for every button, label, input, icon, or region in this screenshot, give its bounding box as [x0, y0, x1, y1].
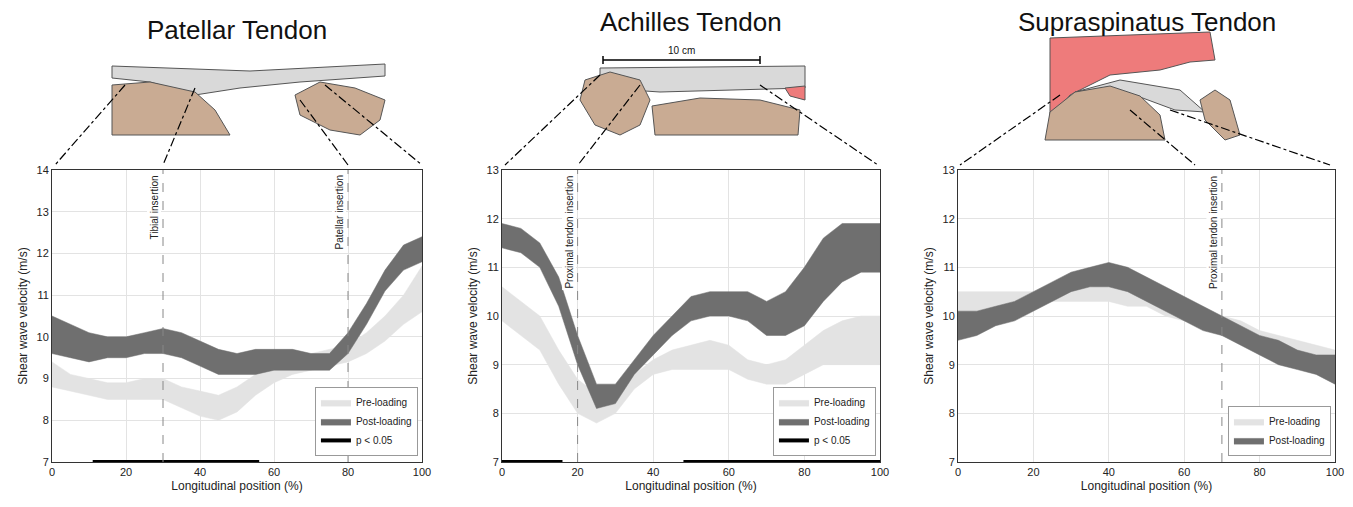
- svg-text:12: 12: [487, 213, 499, 225]
- svg-text:Achilles Tendon: Achilles Tendon: [600, 7, 782, 37]
- svg-text:11: 11: [943, 261, 954, 273]
- svg-text:Longitudinal position (%): Longitudinal position (%): [625, 479, 756, 493]
- svg-text:11: 11: [37, 289, 48, 301]
- svg-text:7: 7: [949, 456, 955, 468]
- svg-text:8: 8: [43, 414, 49, 426]
- svg-text:40: 40: [1103, 466, 1115, 478]
- svg-text:7: 7: [43, 456, 49, 468]
- svg-text:Shear wave velocity (m/s): Shear wave velocity (m/s): [466, 247, 480, 384]
- svg-text:10: 10: [37, 331, 49, 343]
- svg-text:9: 9: [493, 359, 499, 371]
- svg-text:Proximal tendon insertion: Proximal tendon insertion: [564, 176, 575, 289]
- svg-text:60: 60: [723, 466, 735, 478]
- svg-text:Patellar insertion: Patellar insertion: [334, 175, 345, 249]
- svg-text:Longitudinal position (%): Longitudinal position (%): [1081, 479, 1212, 493]
- svg-text:60: 60: [1178, 466, 1190, 478]
- svg-text:Shear wave velocity (m/s): Shear wave velocity (m/s): [922, 247, 936, 384]
- svg-text:0: 0: [955, 466, 961, 478]
- svg-text:Tibial insertion: Tibial insertion: [149, 175, 160, 239]
- svg-text:11: 11: [487, 261, 498, 273]
- svg-text:Longitudinal position (%): Longitudinal position (%): [171, 479, 302, 493]
- svg-text:40: 40: [647, 466, 659, 478]
- svg-text:p < 0.05: p < 0.05: [356, 435, 393, 446]
- svg-text:8: 8: [493, 407, 499, 419]
- svg-text:0: 0: [49, 466, 55, 478]
- svg-text:100: 100: [413, 466, 431, 478]
- svg-text:7: 7: [493, 456, 499, 468]
- svg-text:0: 0: [499, 466, 505, 478]
- svg-text:12: 12: [37, 247, 49, 259]
- svg-text:10 cm: 10 cm: [668, 45, 695, 56]
- svg-text:80: 80: [342, 466, 354, 478]
- svg-text:Patellar Tendon: Patellar Tendon: [147, 15, 327, 45]
- svg-text:100: 100: [871, 466, 889, 478]
- svg-text:12: 12: [943, 213, 955, 225]
- svg-text:10: 10: [487, 310, 499, 322]
- svg-text:Post-loading: Post-loading: [1269, 435, 1325, 446]
- svg-text:Proximal tendon insertion: Proximal tendon insertion: [1208, 176, 1219, 289]
- svg-text:Shear wave velocity (m/s): Shear wave velocity (m/s): [16, 247, 30, 384]
- svg-text:40: 40: [194, 466, 206, 478]
- svg-text:10: 10: [943, 310, 955, 322]
- svg-text:13: 13: [943, 164, 955, 176]
- svg-text:Pre-loading: Pre-loading: [1269, 416, 1320, 427]
- svg-text:100: 100: [1326, 466, 1344, 478]
- svg-text:8: 8: [949, 407, 955, 419]
- svg-text:80: 80: [798, 466, 810, 478]
- svg-text:9: 9: [949, 359, 955, 371]
- svg-text:14: 14: [37, 164, 49, 176]
- svg-text:60: 60: [268, 466, 280, 478]
- svg-text:Post-loading: Post-loading: [814, 416, 870, 427]
- svg-text:20: 20: [571, 466, 583, 478]
- svg-text:20: 20: [1027, 466, 1039, 478]
- svg-text:Pre-loading: Pre-loading: [356, 397, 407, 408]
- svg-text:Pre-loading: Pre-loading: [814, 397, 865, 408]
- svg-text:Supraspinatus Tendon: Supraspinatus Tendon: [1018, 7, 1276, 37]
- svg-text:13: 13: [487, 164, 499, 176]
- svg-text:p < 0.05: p < 0.05: [814, 435, 851, 446]
- svg-text:Post-loading: Post-loading: [356, 416, 412, 427]
- svg-text:9: 9: [43, 372, 49, 384]
- svg-text:80: 80: [1253, 466, 1265, 478]
- svg-text:13: 13: [37, 206, 49, 218]
- svg-text:20: 20: [120, 466, 132, 478]
